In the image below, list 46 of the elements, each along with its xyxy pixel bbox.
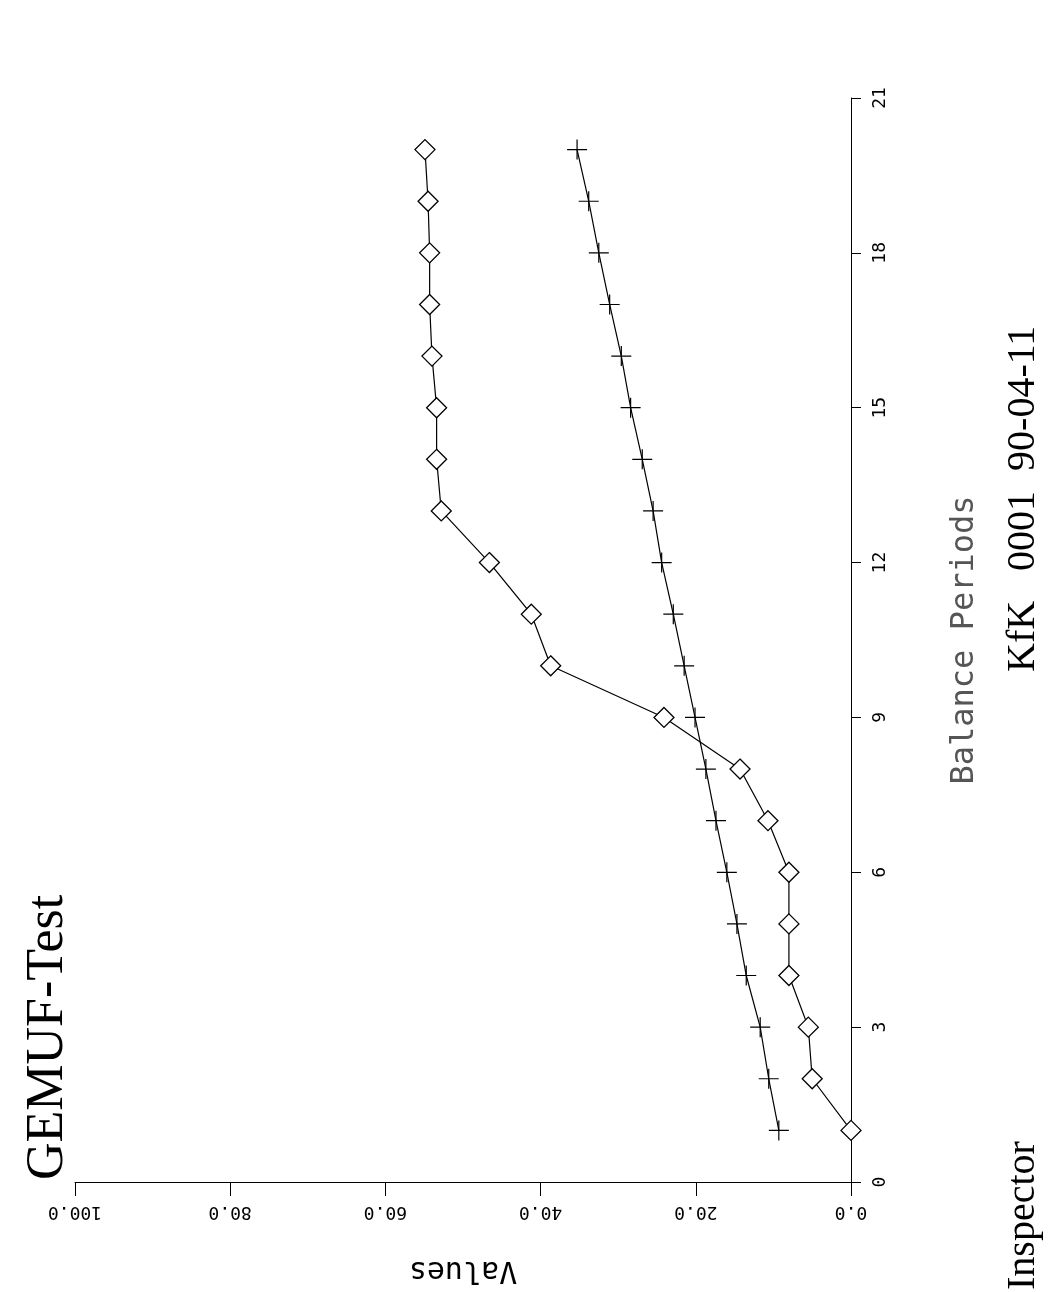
point (778, 861, 800, 883)
y-tick-label: 6 (867, 866, 889, 878)
point (418, 293, 441, 316)
point (801, 1068, 823, 1090)
x-tick-label: 0.0 (834, 1202, 868, 1224)
text: KfK 0001 90-04-11 (997, 325, 1043, 672)
point (757, 810, 779, 832)
y-tick-label: 0 (867, 1176, 889, 1188)
point (653, 706, 675, 729)
point (729, 758, 751, 780)
point (414, 138, 436, 161)
point (840, 1119, 862, 1142)
y-axis-title: Balance Periods (943, 495, 981, 785)
point (643, 500, 664, 521)
point (567, 139, 588, 160)
point (685, 707, 706, 728)
point (417, 190, 439, 212)
point (425, 448, 448, 470)
point (430, 500, 452, 522)
x-tick-label: 60.0 (363, 1202, 408, 1224)
point (611, 346, 632, 367)
point (778, 913, 800, 935)
x-tick-label: 40.0 (518, 1202, 563, 1224)
point (425, 397, 448, 419)
x-tick-label: 80.0 (208, 1202, 252, 1224)
point (797, 1016, 819, 1038)
text: GEMUF-Test (15, 894, 73, 1180)
y-tick-label: 3 (867, 1021, 889, 1033)
y-tick-label: 18 (867, 242, 889, 264)
x-axis-title: Values (408, 1254, 518, 1290)
x-tick-label: 20.0 (674, 1202, 718, 1224)
point (726, 913, 747, 934)
point (478, 551, 501, 574)
point (540, 655, 562, 677)
y-tick-label: 9 (867, 712, 889, 723)
point (520, 603, 542, 625)
y-tick-label: 15 (867, 396, 889, 419)
point (418, 242, 441, 264)
y-tick-label: 21 (867, 87, 889, 109)
x-tick-label: 100.0 (47, 1202, 103, 1224)
point (778, 964, 800, 987)
text: Inspector (997, 1141, 1043, 1290)
y-tick-label: 12 (867, 551, 889, 574)
point (695, 759, 716, 780)
point (705, 810, 726, 831)
point (421, 345, 443, 367)
